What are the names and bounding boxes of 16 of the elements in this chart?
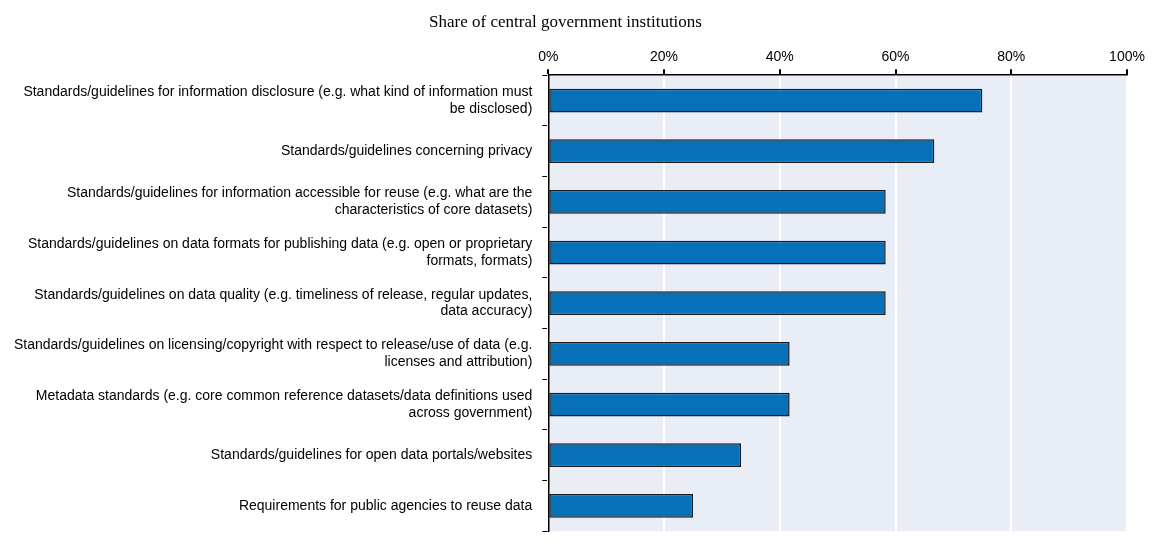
y-tick-label: Standards/guidelines for open data portals/websites [210,446,533,463]
y-tick-label: Standards/guidelines on licensing/copyright with respect to release/use of data (e.g. licenses and attribution) [14,336,533,370]
y-tick-label: Standards/guidelines for information accessible for reuse (e.g. what are the characteristics of core datasets) [66,184,533,218]
y-tick-label: Standards/guidelines concerning privacy [280,142,533,159]
x-tick-label: 100% [1109,47,1145,64]
chart-title: Share of central government institutions [429,11,702,31]
y-tick-label: Standards/guidelines for information disclosure (e.g. what kind of information must be disclosed) [23,82,533,116]
y-tick-label: Standards/guidelines on data quality (e.g. timeliness of release, regular updates, data accuracy) [34,285,533,319]
x-tick-label: 40% [765,47,794,64]
y-tick-label: Requirements for public agencies to reuse data [238,496,533,513]
y-tick-label: Metadata standards (e.g. core common reference datasets/data definitions used across government) [35,386,533,420]
x-tick-label: 20% [650,47,679,64]
x-tick-label: 80% [997,47,1026,64]
x-tick-label: 60% [881,47,910,64]
x-tick-label: 0% [538,47,559,64]
y-tick-label: Standards/guidelines on data formats for publishing data (e.g. open or proprietary formats, formats) [28,234,533,268]
